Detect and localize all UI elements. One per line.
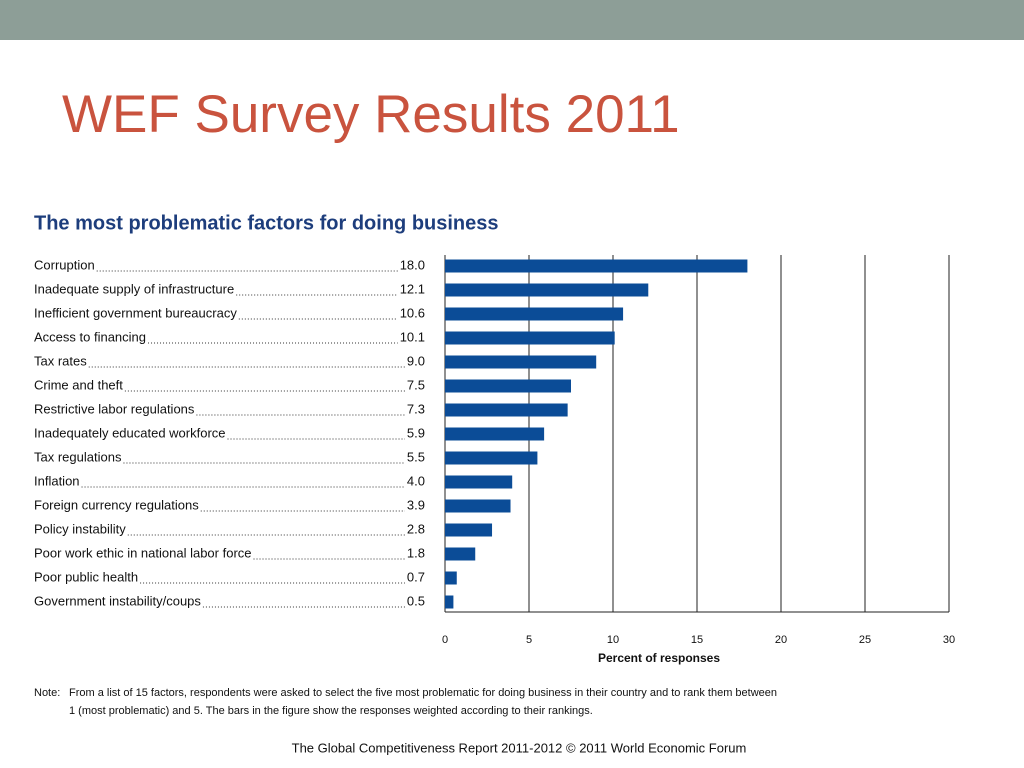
category-label: Policy instability [34,521,126,536]
bar [445,307,624,321]
category-label: Inefficient government bureaucracy [34,305,237,320]
x-tick-label: 15 [691,634,703,646]
value-label: 7.3 [407,401,425,416]
note-line: 1 (most problematic) and 5. The bars in … [69,705,593,717]
value-label: 10.1 [400,329,425,344]
value-label: 1.8 [407,545,425,560]
bar [445,331,615,345]
category-label: Access to financing [34,329,146,344]
value-label: 5.5 [407,449,425,464]
note-label: Note: [34,687,60,699]
bar [445,475,513,489]
bar [445,451,538,465]
value-label: 5.9 [407,425,425,440]
bar [445,547,476,561]
category-label: Restrictive labor regulations [34,401,195,416]
bar [445,427,545,441]
category-label: Corruption [34,257,95,272]
bar [445,283,649,297]
category-label: Inflation [34,473,80,488]
value-label: 4.0 [407,473,425,488]
note-line: From a list of 15 factors, respondents w… [69,687,777,699]
x-tick-label: 20 [775,634,787,646]
footer: The Global Competitiveness Report 2011-2… [292,740,747,755]
category-label: Poor public health [34,569,138,584]
category-label: Government instability/coups [34,593,201,608]
category-label: Poor work ethic in national labor force [34,545,252,560]
bar [445,355,597,369]
bar [445,595,454,609]
category-label: Crime and theft [34,377,123,392]
x-tick-label: 0 [442,634,448,646]
value-label: 12.1 [400,281,425,296]
value-label: 2.8 [407,521,425,536]
slide-title: WEF Survey Results 2011 [62,85,680,144]
value-label: 0.5 [407,593,425,608]
value-label: 3.9 [407,497,425,512]
bar [445,403,568,417]
category-label: Inadequately educated workforce [34,425,226,440]
category-label: Inadequate supply of infrastructure [34,281,234,296]
value-label: 10.6 [400,305,425,320]
x-axis-label: Percent of responses [598,651,720,665]
bar [445,499,511,513]
top-band [0,0,1024,40]
chart-title: The most problematic factors for doing b… [34,212,499,234]
value-label: 18.0 [400,257,425,272]
x-tick-label: 10 [607,634,619,646]
category-label: Foreign currency regulations [34,497,199,512]
bar [445,259,748,273]
value-label: 7.5 [407,377,425,392]
bar [445,379,571,393]
x-tick-label: 30 [943,634,955,646]
x-tick-label: 25 [859,634,871,646]
x-tick-label: 5 [526,634,532,646]
value-label: 0.7 [407,569,425,584]
bar [445,571,457,585]
value-label: 9.0 [407,353,425,368]
category-label: Tax rates [34,353,87,368]
bar [445,523,493,537]
category-label: Tax regulations [34,449,122,464]
